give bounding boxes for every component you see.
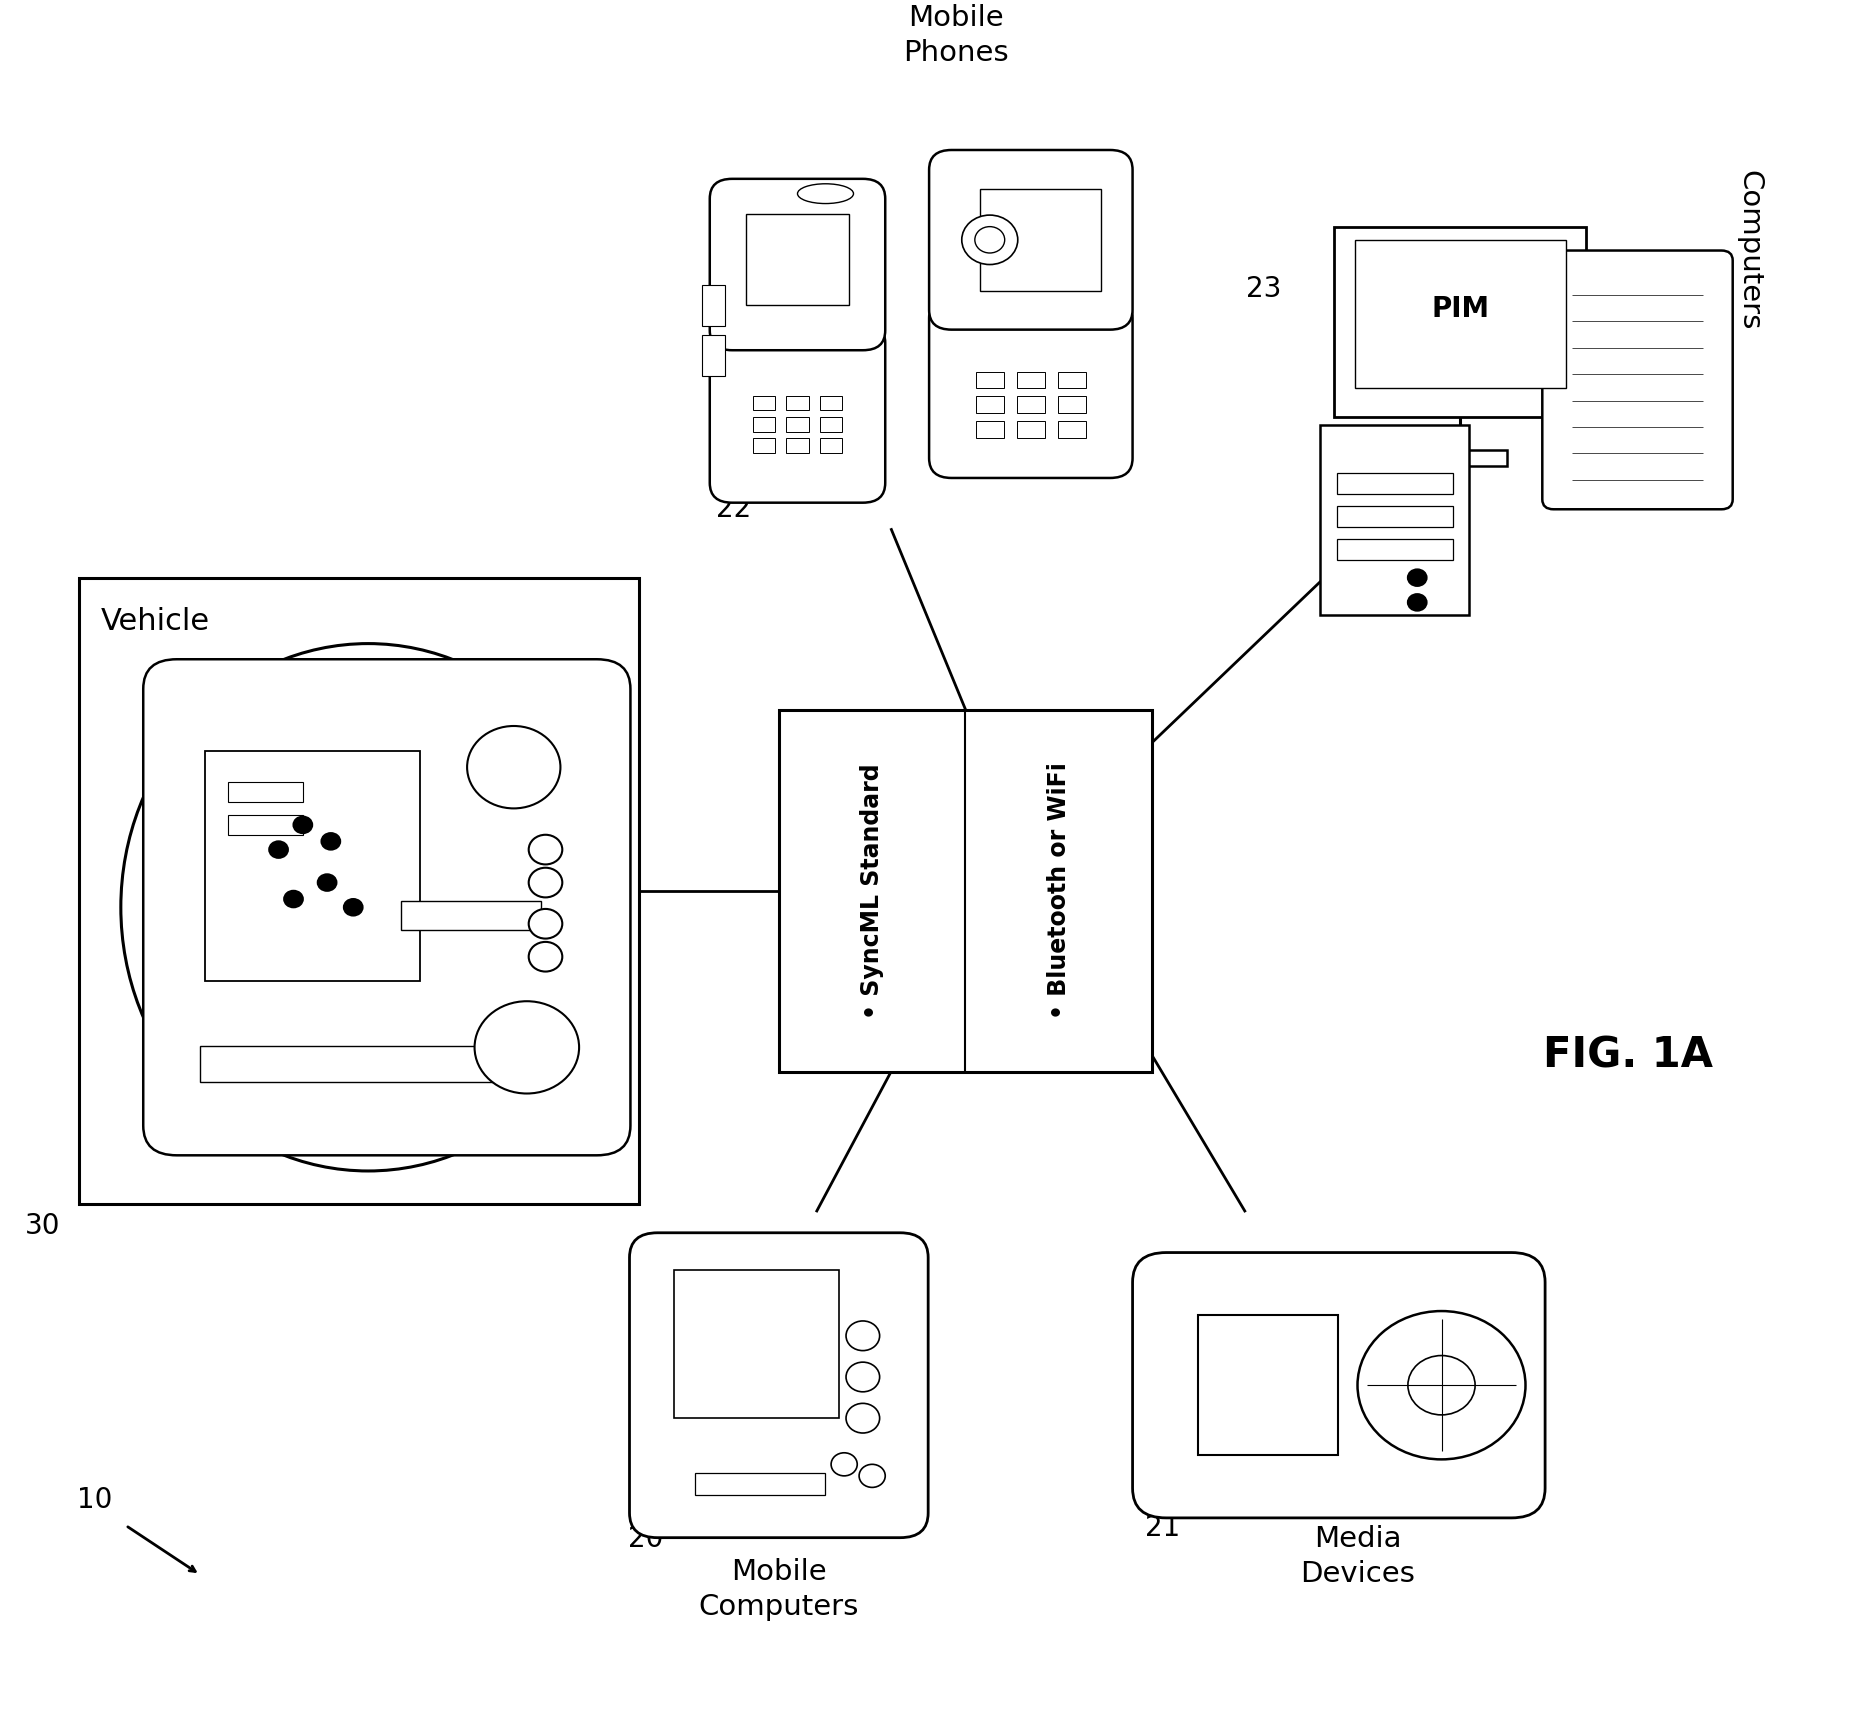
Text: PIM: PIM — [1431, 296, 1489, 323]
Bar — [1337, 540, 1453, 560]
Bar — [1016, 371, 1044, 388]
Bar — [201, 1045, 536, 1081]
FancyBboxPatch shape — [142, 660, 630, 1155]
Bar — [229, 782, 304, 801]
Circle shape — [846, 1361, 879, 1392]
Text: 20: 20 — [628, 1525, 664, 1554]
Bar — [1016, 421, 1044, 438]
Text: • Bluetooth or WiFi: • Bluetooth or WiFi — [1046, 762, 1071, 1019]
Bar — [819, 418, 842, 431]
Bar — [786, 395, 808, 411]
Bar — [975, 421, 1003, 438]
Circle shape — [859, 1465, 885, 1487]
Bar — [1058, 421, 1086, 438]
Circle shape — [343, 899, 362, 916]
Bar — [1058, 371, 1086, 388]
Text: FIG. 1A: FIG. 1A — [1543, 1035, 1714, 1076]
Text: Vehicle: Vehicle — [101, 607, 210, 636]
FancyBboxPatch shape — [930, 299, 1132, 478]
Bar — [703, 285, 726, 327]
Circle shape — [294, 817, 311, 834]
Circle shape — [846, 1320, 879, 1351]
Bar — [979, 189, 1101, 291]
Text: Media
Devices: Media Devices — [1299, 1525, 1416, 1588]
Circle shape — [846, 1403, 879, 1434]
Circle shape — [529, 909, 562, 939]
Bar — [1016, 397, 1044, 413]
Circle shape — [975, 227, 1005, 253]
Text: Mobile
Phones: Mobile Phones — [904, 3, 1009, 67]
Circle shape — [962, 215, 1018, 265]
Bar — [1058, 397, 1086, 413]
Text: 22: 22 — [716, 495, 750, 523]
Bar — [79, 578, 639, 1203]
Circle shape — [1408, 595, 1427, 610]
Bar — [786, 438, 808, 454]
Bar — [975, 371, 1003, 388]
Text: Mobile
Computers: Mobile Computers — [699, 1557, 859, 1621]
Bar — [229, 815, 304, 835]
Circle shape — [270, 841, 289, 858]
Bar — [696, 1473, 825, 1496]
Bar — [975, 397, 1003, 413]
Bar — [1320, 425, 1470, 615]
Bar — [675, 1270, 838, 1418]
Circle shape — [1408, 569, 1427, 586]
Text: • SyncML Standard: • SyncML Standard — [861, 763, 885, 1019]
Bar — [1337, 473, 1453, 495]
Text: Computers: Computers — [1736, 170, 1764, 330]
Circle shape — [529, 868, 562, 897]
Circle shape — [317, 875, 336, 890]
Circle shape — [529, 942, 562, 971]
Text: 21: 21 — [1146, 1514, 1179, 1542]
Bar — [703, 335, 726, 376]
Bar — [819, 438, 842, 454]
Bar — [746, 215, 849, 304]
Bar — [786, 418, 808, 431]
FancyBboxPatch shape — [1132, 1253, 1545, 1518]
FancyBboxPatch shape — [711, 323, 885, 502]
Bar — [1198, 1315, 1339, 1456]
Text: 30: 30 — [24, 1212, 60, 1239]
Bar — [401, 901, 540, 930]
Text: 23: 23 — [1245, 275, 1281, 303]
Circle shape — [1408, 1356, 1476, 1415]
Circle shape — [467, 725, 561, 808]
Bar — [1356, 241, 1566, 388]
Bar — [752, 438, 774, 454]
FancyBboxPatch shape — [1543, 251, 1733, 509]
Bar — [1337, 505, 1453, 528]
Bar — [1414, 450, 1508, 466]
Bar — [752, 395, 774, 411]
Circle shape — [1358, 1312, 1526, 1459]
Circle shape — [321, 834, 339, 849]
FancyBboxPatch shape — [930, 150, 1132, 330]
FancyBboxPatch shape — [630, 1233, 928, 1539]
Circle shape — [285, 890, 304, 908]
Bar — [778, 710, 1151, 1073]
Bar — [1335, 227, 1586, 418]
Bar — [752, 418, 774, 431]
Circle shape — [831, 1453, 857, 1477]
Text: 10: 10 — [77, 1485, 112, 1514]
Bar — [819, 395, 842, 411]
FancyBboxPatch shape — [711, 179, 885, 351]
Bar — [204, 751, 420, 982]
Circle shape — [474, 1000, 579, 1093]
Circle shape — [529, 835, 562, 865]
Ellipse shape — [120, 643, 615, 1171]
